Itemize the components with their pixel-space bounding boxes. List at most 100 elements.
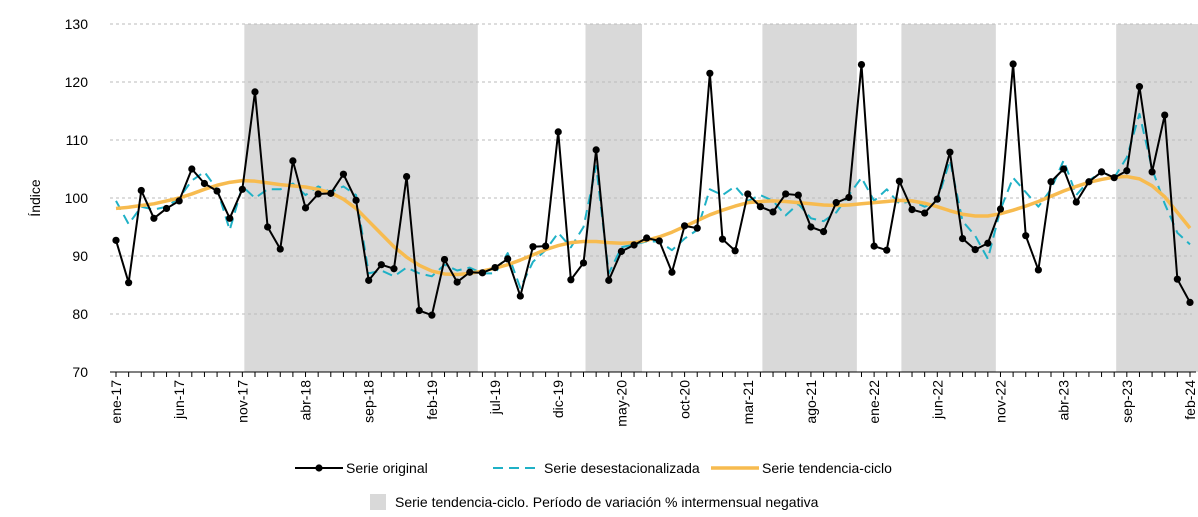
- series-marker: [415, 306, 423, 315]
- series-marker: [1060, 165, 1068, 173]
- series-marker: [895, 177, 903, 185]
- series-marker: [1072, 198, 1080, 206]
- series-marker: [832, 199, 840, 207]
- series-marker: [630, 241, 638, 249]
- series-marker: [655, 237, 663, 245]
- series-marker: [377, 261, 385, 269]
- y-tick-label: 70: [72, 364, 88, 380]
- series-marker: [403, 172, 411, 181]
- x-tick-label: oct-20: [677, 380, 693, 419]
- series-marker: [301, 204, 310, 212]
- series-marker: [264, 223, 272, 231]
- series-marker: [1161, 111, 1169, 119]
- x-tick-label: ene-22: [866, 380, 882, 424]
- series-marker: [794, 191, 802, 199]
- series-marker: [125, 279, 133, 287]
- x-tick-label: ago-21: [803, 380, 819, 424]
- series-marker: [327, 189, 335, 197]
- series-marker: [971, 246, 979, 254]
- series-marker: [491, 264, 499, 272]
- x-tick-label: dic-19: [550, 380, 566, 418]
- series-marker: [996, 205, 1005, 213]
- series-marker: [933, 195, 941, 203]
- series-marker: [819, 228, 828, 236]
- x-tick-label: mar-21: [740, 380, 756, 425]
- series-marker: [504, 255, 512, 263]
- series-marker: [668, 268, 676, 276]
- series-marker: [529, 243, 537, 251]
- series-marker: [1034, 266, 1042, 274]
- series-marker: [542, 242, 550, 250]
- series-marker: [137, 186, 145, 195]
- series-marker: [782, 190, 790, 198]
- series-marker: [680, 222, 689, 230]
- series-marker: [845, 193, 853, 202]
- legend-label: Serie original: [346, 460, 428, 476]
- series-marker: [579, 259, 588, 267]
- y-tick-label: 130: [65, 16, 89, 32]
- series-marker: [466, 268, 474, 276]
- y-tick-label: 120: [65, 74, 89, 90]
- series-marker: [958, 235, 967, 243]
- series-marker: [643, 234, 651, 242]
- series-marker: [693, 224, 701, 232]
- series-marker: [908, 206, 916, 214]
- series-marker: [1085, 178, 1093, 186]
- series-marker: [1135, 83, 1144, 91]
- x-tick-label: feb-24: [1182, 380, 1198, 420]
- x-tick-label: jun-22: [929, 380, 945, 420]
- legend-marker: [315, 464, 323, 472]
- series-marker: [1186, 298, 1194, 306]
- series-marker: [870, 242, 878, 250]
- series-marker: [706, 69, 714, 77]
- x-tick-label: nov-17: [234, 380, 250, 423]
- x-tick-label: abr-23: [1056, 380, 1072, 421]
- series-marker: [617, 247, 626, 255]
- x-tick-label: jul-19: [487, 380, 503, 415]
- x-tick-label: jun-17: [171, 380, 187, 420]
- series-marker: [150, 214, 158, 222]
- series-marker: [238, 185, 246, 193]
- y-tick-label: 90: [72, 248, 88, 264]
- series-marker: [390, 265, 398, 273]
- series-marker: [1110, 174, 1118, 182]
- series-marker: [226, 214, 234, 222]
- series-marker: [807, 223, 815, 231]
- x-tick-label: nov-22: [992, 380, 1008, 423]
- series-marker: [365, 276, 373, 284]
- series-marker: [592, 146, 600, 154]
- series-marker: [1047, 178, 1055, 186]
- series-marker: [440, 255, 449, 264]
- legend-label: Serie tendencia-ciclo. Período de variac…: [395, 494, 819, 510]
- series-marker: [921, 209, 929, 217]
- series-marker: [339, 170, 348, 178]
- series-marker: [162, 204, 171, 213]
- series-marker: [112, 236, 120, 244]
- legend-label: Serie tendencia-ciclo: [762, 460, 892, 476]
- y-tick-label: 110: [66, 132, 89, 148]
- series-marker: [213, 187, 221, 195]
- series-marker: [1097, 168, 1106, 176]
- series-marker: [756, 203, 765, 211]
- series-marker: [744, 190, 752, 198]
- series-marker: [276, 245, 284, 253]
- x-tick-label: may-20: [613, 380, 629, 427]
- series-marker: [478, 269, 487, 277]
- x-tick-label: sep-18: [361, 380, 377, 423]
- series-line: [115, 63, 1191, 317]
- series-marker: [731, 247, 739, 255]
- y-tick-label: 80: [72, 306, 88, 322]
- legend-swatch: [370, 494, 386, 510]
- series-marker: [453, 278, 461, 286]
- series-marker: [1173, 275, 1181, 283]
- series-marker: [605, 276, 613, 284]
- series-marker: [567, 276, 575, 284]
- series-marker: [1148, 168, 1156, 176]
- series-marker: [314, 190, 322, 198]
- series-marker: [175, 197, 183, 205]
- series-marker: [718, 235, 727, 243]
- series-marker: [984, 239, 992, 247]
- x-tick-label: feb-19: [424, 380, 440, 420]
- series-marker: [1009, 60, 1017, 68]
